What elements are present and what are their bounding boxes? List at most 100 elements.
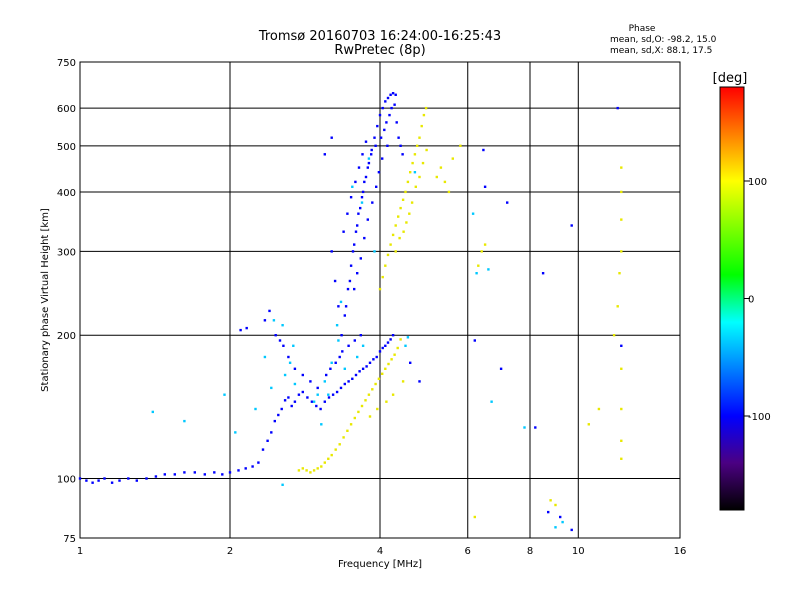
data-point-x-mode xyxy=(620,166,623,169)
data-point-scatter xyxy=(293,382,297,386)
data-point-o-mode xyxy=(547,510,550,514)
data-point-o-mode xyxy=(534,426,537,429)
data-point-x-mode xyxy=(402,230,405,233)
data-point-x-mode xyxy=(357,410,360,414)
y-tick-label: 400 xyxy=(57,188,76,199)
data-point-x-mode xyxy=(396,346,399,350)
y-tick-label: 600 xyxy=(57,104,76,115)
data-point-x-mode xyxy=(620,218,623,221)
data-point-o-mode xyxy=(372,358,375,361)
data-point-x-mode xyxy=(389,243,392,246)
data-points xyxy=(78,92,623,532)
y-tick-label: 500 xyxy=(57,142,76,153)
data-point-o-mode xyxy=(343,382,346,386)
data-point-x-mode xyxy=(424,106,428,110)
data-point-scatter xyxy=(335,324,339,327)
data-point-x-mode xyxy=(420,124,423,128)
data-point-o-mode xyxy=(363,180,366,184)
data-point-x-mode xyxy=(418,136,421,139)
data-point-o-mode xyxy=(366,166,369,169)
data-point-x-mode xyxy=(549,499,552,502)
data-point-x-mode xyxy=(620,407,623,411)
data-point-o-mode xyxy=(374,144,377,147)
data-point-x-mode xyxy=(398,236,401,240)
data-point-x-mode xyxy=(409,171,412,174)
data-point-o-mode xyxy=(315,404,318,408)
data-point-scatter xyxy=(151,410,154,414)
data-point-o-mode xyxy=(375,355,378,359)
data-point-o-mode xyxy=(244,467,247,470)
data-point-x-mode xyxy=(404,190,407,194)
data-point-scatter xyxy=(356,355,359,359)
data-point-x-mode xyxy=(620,250,623,253)
data-point-o-mode xyxy=(85,479,88,482)
data-point-o-mode xyxy=(341,350,344,353)
x-axis-label: Frequency [MHz] xyxy=(338,559,422,570)
data-point-x-mode xyxy=(381,372,384,375)
data-point-x-mode xyxy=(381,275,384,279)
data-point-scatter xyxy=(270,386,273,390)
data-point-o-mode xyxy=(103,477,106,480)
data-point-o-mode xyxy=(541,272,545,275)
data-point-o-mode xyxy=(378,113,382,117)
data-point-o-mode xyxy=(381,106,384,110)
data-point-o-mode xyxy=(397,136,400,139)
data-point-o-mode xyxy=(370,148,373,152)
data-point-o-mode xyxy=(78,477,82,480)
data-point-o-mode xyxy=(278,339,282,342)
data-point-o-mode xyxy=(335,390,339,394)
data-point-o-mode xyxy=(273,419,276,423)
data-point-o-mode xyxy=(366,218,369,221)
data-point-x-mode xyxy=(612,334,616,337)
data-point-scatter xyxy=(292,344,295,347)
data-point-x-mode xyxy=(435,175,438,179)
data-point-o-mode xyxy=(394,93,397,96)
data-point-x-mode xyxy=(391,233,395,237)
data-point-x-mode xyxy=(360,404,364,408)
data-point-x-mode xyxy=(393,353,396,356)
data-point-x-mode xyxy=(384,264,387,267)
x-tick-label: 2 xyxy=(227,546,233,557)
data-point-o-mode xyxy=(266,439,269,442)
data-point-x-mode xyxy=(330,453,333,457)
data-point-o-mode xyxy=(145,477,148,480)
data-point-x-mode xyxy=(376,407,379,411)
data-point-scatter xyxy=(254,407,257,411)
data-point-scatter xyxy=(316,393,319,396)
data-point-x-mode xyxy=(378,287,382,291)
data-point-o-mode xyxy=(346,287,350,291)
data-point-x-mode xyxy=(401,198,405,201)
data-point-o-mode xyxy=(395,121,398,124)
data-point-o-mode xyxy=(357,212,360,215)
chart-subtitle: RwPretec (8p) xyxy=(334,43,425,58)
data-point-x-mode xyxy=(618,272,621,275)
data-point-scatter xyxy=(361,344,365,347)
data-point-x-mode xyxy=(401,380,405,383)
data-point-o-mode xyxy=(353,243,356,246)
data-point-o-mode xyxy=(354,180,357,184)
data-point-o-mode xyxy=(330,136,333,139)
x-tick-label: 6 xyxy=(465,546,471,557)
data-point-o-mode xyxy=(356,224,359,227)
data-point-o-mode xyxy=(301,373,304,377)
data-point-x-mode xyxy=(414,185,417,188)
data-point-o-mode xyxy=(339,386,343,390)
data-point-x-mode xyxy=(620,190,623,194)
data-point-x-mode xyxy=(374,382,377,386)
data-point-x-mode xyxy=(416,144,419,147)
data-point-o-mode xyxy=(301,390,304,394)
data-point-o-mode xyxy=(347,380,350,383)
data-point-x-mode xyxy=(473,515,476,519)
y-tick-label: 75 xyxy=(63,534,76,545)
data-point-x-mode xyxy=(477,264,480,267)
data-point-o-mode xyxy=(337,305,340,308)
data-point-o-mode xyxy=(364,140,368,143)
data-point-o-mode xyxy=(127,477,130,480)
grid-lines xyxy=(80,62,680,538)
data-point-o-mode xyxy=(287,396,290,399)
data-point-x-mode xyxy=(305,469,308,472)
data-point-x-mode xyxy=(408,212,411,215)
data-point-o-mode xyxy=(358,370,361,373)
chart-title: Tromsø 20160703 16:24:00-16:25:43 xyxy=(258,29,501,44)
data-point-o-mode xyxy=(344,305,348,308)
